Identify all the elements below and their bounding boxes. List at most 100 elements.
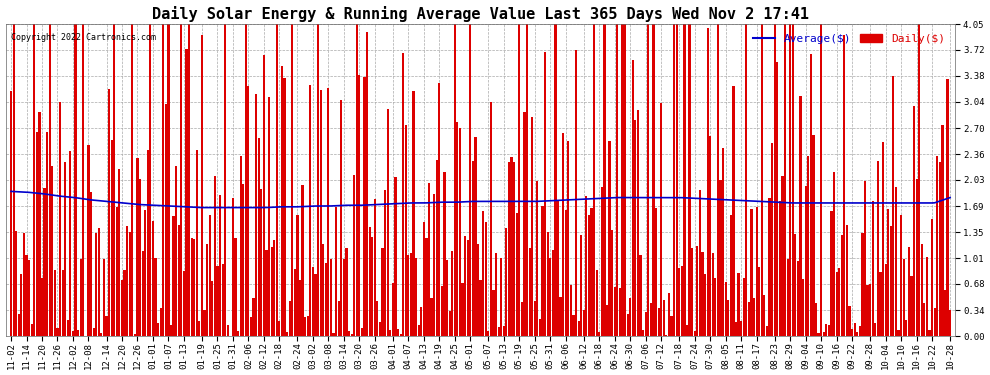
Bar xyxy=(741,321,742,336)
Bar xyxy=(126,226,129,336)
Bar xyxy=(15,231,17,336)
Bar xyxy=(572,315,574,336)
Bar xyxy=(931,219,934,336)
Bar xyxy=(219,195,221,336)
Bar xyxy=(640,255,642,336)
Bar xyxy=(346,248,347,336)
Bar xyxy=(916,179,918,336)
Bar xyxy=(201,35,203,336)
Bar xyxy=(546,232,548,336)
Bar xyxy=(924,303,926,336)
Bar xyxy=(49,24,50,336)
Bar xyxy=(937,156,939,336)
Bar xyxy=(549,258,551,336)
Bar xyxy=(51,166,53,336)
Bar xyxy=(456,122,458,336)
Bar xyxy=(31,324,33,336)
Bar xyxy=(551,250,554,336)
Bar xyxy=(347,331,350,336)
Bar xyxy=(72,331,74,336)
Bar xyxy=(309,85,312,336)
Bar xyxy=(185,49,187,336)
Bar xyxy=(190,238,193,336)
Bar xyxy=(433,194,436,336)
Bar xyxy=(588,215,590,336)
Bar xyxy=(539,319,541,336)
Bar xyxy=(147,150,148,336)
Bar xyxy=(652,24,654,336)
Bar xyxy=(575,50,577,336)
Bar xyxy=(47,132,49,336)
Bar xyxy=(946,78,948,336)
Bar xyxy=(903,259,905,336)
Bar xyxy=(851,328,853,336)
Bar xyxy=(943,290,946,336)
Bar xyxy=(402,53,404,336)
Bar xyxy=(655,208,657,336)
Bar xyxy=(355,24,357,336)
Bar xyxy=(41,278,44,336)
Bar xyxy=(444,172,446,336)
Bar xyxy=(601,187,603,336)
Bar xyxy=(270,247,272,336)
Bar xyxy=(100,333,102,336)
Bar xyxy=(209,214,211,336)
Bar xyxy=(911,276,913,336)
Bar xyxy=(275,24,278,336)
Bar xyxy=(413,91,415,336)
Bar xyxy=(142,251,144,336)
Bar xyxy=(291,24,293,336)
Bar xyxy=(341,100,343,336)
Bar xyxy=(926,257,928,336)
Bar xyxy=(789,24,791,336)
Bar xyxy=(619,288,621,336)
Bar xyxy=(26,255,28,336)
Bar xyxy=(477,244,479,336)
Bar xyxy=(929,330,931,336)
Bar xyxy=(278,321,280,336)
Bar xyxy=(224,24,227,336)
Bar xyxy=(707,28,709,336)
Bar xyxy=(426,238,428,336)
Bar xyxy=(34,24,36,336)
Bar xyxy=(10,91,12,336)
Bar xyxy=(611,230,613,336)
Bar xyxy=(627,314,629,336)
Bar xyxy=(831,211,833,336)
Bar xyxy=(466,240,469,336)
Bar xyxy=(742,278,744,336)
Bar xyxy=(848,306,850,336)
Bar xyxy=(249,317,252,336)
Bar xyxy=(877,161,879,336)
Bar xyxy=(898,330,900,336)
Bar xyxy=(557,201,559,336)
Bar xyxy=(451,252,453,336)
Bar xyxy=(526,24,528,336)
Bar xyxy=(583,310,585,336)
Bar xyxy=(235,238,237,336)
Bar xyxy=(392,283,394,336)
Bar xyxy=(887,209,889,336)
Bar xyxy=(660,103,662,336)
Bar xyxy=(255,94,257,336)
Bar xyxy=(755,207,757,336)
Bar xyxy=(90,192,92,336)
Bar xyxy=(217,267,219,336)
Bar xyxy=(505,228,508,336)
Bar xyxy=(678,268,680,336)
Bar xyxy=(439,83,441,336)
Bar xyxy=(562,133,564,336)
Bar xyxy=(172,216,174,336)
Bar xyxy=(353,175,355,336)
Bar xyxy=(681,266,683,336)
Bar xyxy=(717,24,719,336)
Bar xyxy=(673,24,675,336)
Bar xyxy=(196,150,198,336)
Bar xyxy=(694,331,696,336)
Bar xyxy=(508,162,510,336)
Bar xyxy=(632,60,634,336)
Bar xyxy=(423,222,425,336)
Bar xyxy=(728,300,730,336)
Bar xyxy=(299,280,301,336)
Bar xyxy=(882,142,884,336)
